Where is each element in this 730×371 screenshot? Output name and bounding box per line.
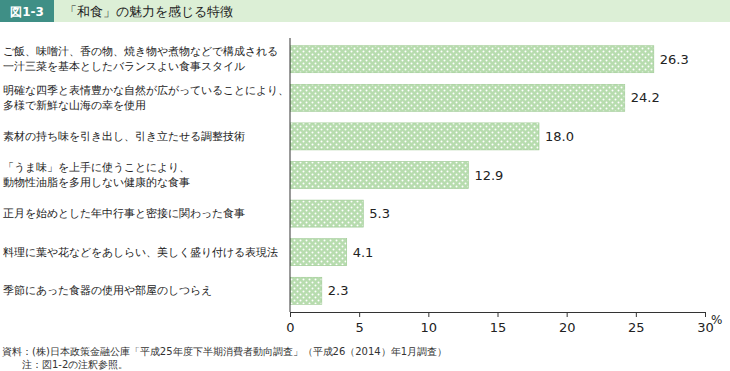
x-tick-mark: [636, 312, 637, 317]
category-label-line: 素材の持ち味を引き出し、引き立たせる調整技術: [3, 130, 245, 142]
x-tick-mark: [359, 312, 360, 317]
x-axis-label: %: [711, 313, 722, 327]
category-label: 明確な四季と表情豊かな自然が広がっていることにより、多様で新鮮な山海の幸を使用: [3, 84, 289, 111]
category-label-line: 一汁三菜を基本としたバランスよい食事スタイル: [3, 60, 245, 72]
bar: [290, 123, 539, 150]
x-tick: 20: [559, 312, 576, 335]
data-label: 12.9: [474, 168, 503, 183]
x-tick: 15: [490, 312, 507, 335]
category-labels: ご飯、味噌汁、香の物、焼き物や煮物などで構成される一汁三菜を基本としたバランスよ…: [3, 45, 289, 296]
header-band: [0, 0, 730, 22]
x-tick: 25: [628, 312, 645, 335]
category-label-line: 季節にあった食器の使用や部屋のしつらえ: [3, 284, 212, 296]
bar: [290, 239, 347, 266]
x-axis: 051015202530: [286, 312, 713, 335]
figure-number: 図1-3: [10, 5, 44, 19]
bar: [290, 200, 363, 227]
source: 資料：(株)日本政策金融公庫「平成25年度下半期消費者動向調査」（平成26（20…: [2, 346, 447, 357]
category-label: 「うま味」を上手に使うことにより、動物性油脂を多用しない健康的な食事: [3, 161, 190, 188]
category-label: 季節にあった食器の使用や部屋のしつらえ: [3, 284, 212, 296]
bar: [290, 46, 654, 73]
x-tick-label: 5: [356, 320, 364, 335]
bars: [290, 46, 654, 305]
x-tick: 10: [421, 312, 438, 335]
category-label-line: 多様で新鮮な山海の幸を使用: [3, 99, 146, 111]
category-label: ご飯、味噌汁、香の物、焼き物や煮物などで構成される一汁三菜を基本としたバランスよ…: [3, 45, 278, 72]
category-label: 素材の持ち味を引き出し、引き立たせる調整技術: [3, 130, 245, 142]
figure-number-box: [0, 0, 54, 22]
bar: [290, 161, 468, 188]
x-tick-mark: [498, 312, 499, 317]
x-tick-label: 0: [286, 320, 294, 335]
x-tick-mark: [705, 312, 706, 317]
plot: 26.324.218.012.95.34.12.3051015202530: [286, 38, 713, 335]
category-label-line: ご飯、味噌汁、香の物、焼き物や煮物などで構成される: [3, 45, 278, 57]
chart: 図1-3「和食」の魅力を感じる特徴26.324.218.012.95.34.12…: [0, 0, 730, 371]
title: 「和食」の魅力を感じる特徴: [64, 4, 233, 19]
data-label: 24.2: [631, 90, 660, 105]
y-axis-line: [290, 38, 291, 312]
category-label: 料理に葉や花などをあしらい、美しく盛り付ける表現法: [3, 246, 278, 259]
x-tick-label: 20: [559, 320, 576, 335]
bar: [290, 277, 322, 304]
category-label-line: 動物性油脂を多用しない健康的な食事: [3, 176, 190, 188]
data-labels: 26.3 24.2 18.0 12.9 5.3 4.1 2.3: [328, 52, 689, 299]
x-tick: 0: [286, 312, 294, 335]
x-tick-mark: [428, 312, 429, 317]
category-label-line: 明確な四季と表情豊かな自然が広がっていることにより、: [3, 84, 289, 96]
x-tick-mark: [567, 312, 568, 317]
data-label: 4.1: [353, 245, 374, 260]
category-label-line: 料理に葉や花などをあしらい、美しく盛り付ける表現法: [3, 246, 278, 259]
x-tick-label: 25: [628, 320, 645, 335]
category-label-line: 正月を始めとした年中行事と密接に関わった食事: [3, 207, 245, 219]
data-label: 26.3: [660, 52, 689, 67]
category-label: 正月を始めとした年中行事と密接に関わった食事: [3, 207, 245, 219]
data-label: 18.0: [545, 129, 574, 144]
bar: [290, 84, 625, 111]
x-tick-label: 15: [490, 320, 507, 335]
note: 注：図1-2の注釈参照。: [22, 359, 128, 370]
data-label: 5.3: [369, 206, 390, 221]
data-label: 2.3: [328, 283, 349, 298]
x-tick: 5: [356, 312, 364, 335]
x-tick-label: 10: [421, 320, 438, 335]
x-tick-mark: [290, 312, 291, 317]
category-label-line: 「うま味」を上手に使うことにより、: [3, 161, 190, 174]
